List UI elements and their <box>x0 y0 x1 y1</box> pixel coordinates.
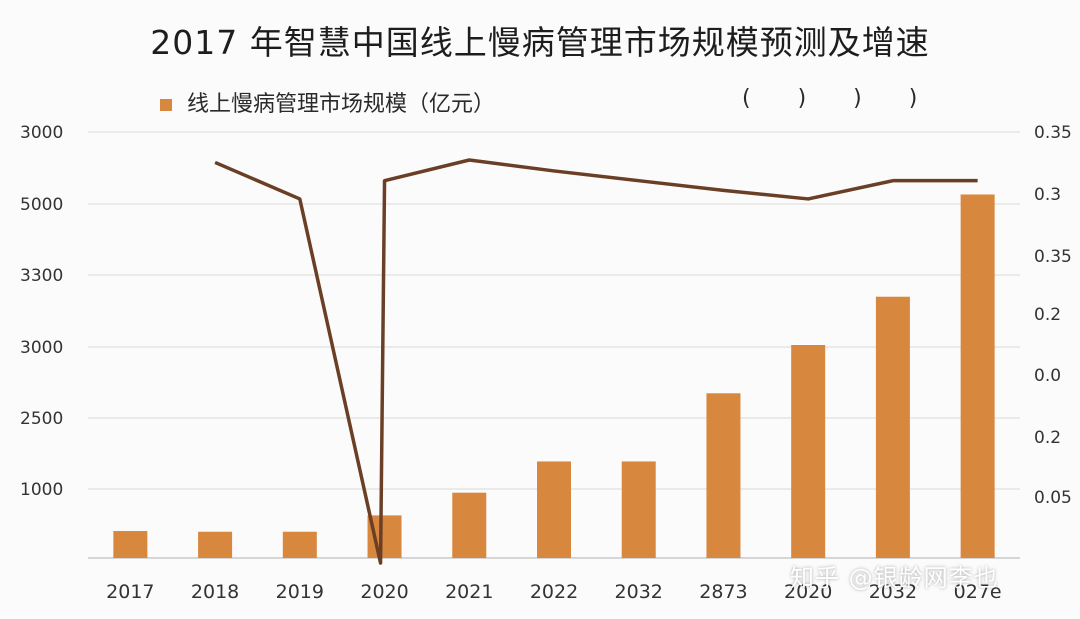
y-left-tick-label: 2500 <box>20 409 63 429</box>
x-tick-label: 2019 <box>276 581 324 603</box>
x-tick-label: 027e <box>954 581 1002 603</box>
y-left-tick-label: 1000 <box>20 480 63 500</box>
bar <box>960 194 995 559</box>
y-left-tick-label: 3000 <box>20 123 63 143</box>
y-left-tick-label: 3300 <box>20 266 63 286</box>
x-tick-label: 2020 <box>360 581 408 603</box>
y-right-tick-label: 0.0 <box>1034 366 1061 386</box>
legend-line: ( ) ) ) <box>742 86 938 111</box>
x-tick-label: 2032 <box>869 581 917 603</box>
chart-title: 2017 年智慧中国线上慢病管理市场规模预测及增速 <box>150 23 930 62</box>
y-right-tick-label: 0.2 <box>1034 428 1061 448</box>
bar <box>621 461 656 558</box>
x-tick-label: 2873 <box>699 581 747 603</box>
x-tick-label: 2021 <box>445 581 493 603</box>
bar <box>791 345 826 558</box>
legend-bar-label: 线上慢病管理市场规模（亿元） <box>187 92 496 117</box>
watermark: 知乎 @银龄网李也 <box>790 564 999 592</box>
y-right-tick-label: 0.35 <box>1034 123 1072 143</box>
bar <box>113 531 148 558</box>
bar <box>282 531 317 558</box>
legend-bar-swatch <box>160 99 172 111</box>
x-tick-label: 2018 <box>191 581 239 603</box>
bar <box>706 393 741 558</box>
y-left-tick-label: 5000 <box>20 195 63 215</box>
y-right-tick-label: 0.2 <box>1034 305 1061 325</box>
y-left-tick-label: 3000 <box>20 338 63 358</box>
bar <box>537 461 571 558</box>
y-right-tick-label: 0.3 <box>1034 185 1061 205</box>
x-tick-label: 2020 <box>784 581 832 603</box>
x-tick-label: 2017 <box>106 581 154 603</box>
bar <box>452 492 487 558</box>
growth-line <box>214 158 978 565</box>
bar <box>198 531 233 558</box>
y-right-tick-label: 0.05 <box>1034 488 1072 508</box>
y-right-tick-label: 0.35 <box>1034 247 1072 267</box>
bar <box>875 296 910 558</box>
x-tick-label: 2032 <box>615 581 663 603</box>
legend-bar: 线上慢病管理市场规模（亿元） <box>160 86 495 118</box>
x-tick-label: 2022 <box>530 581 578 603</box>
